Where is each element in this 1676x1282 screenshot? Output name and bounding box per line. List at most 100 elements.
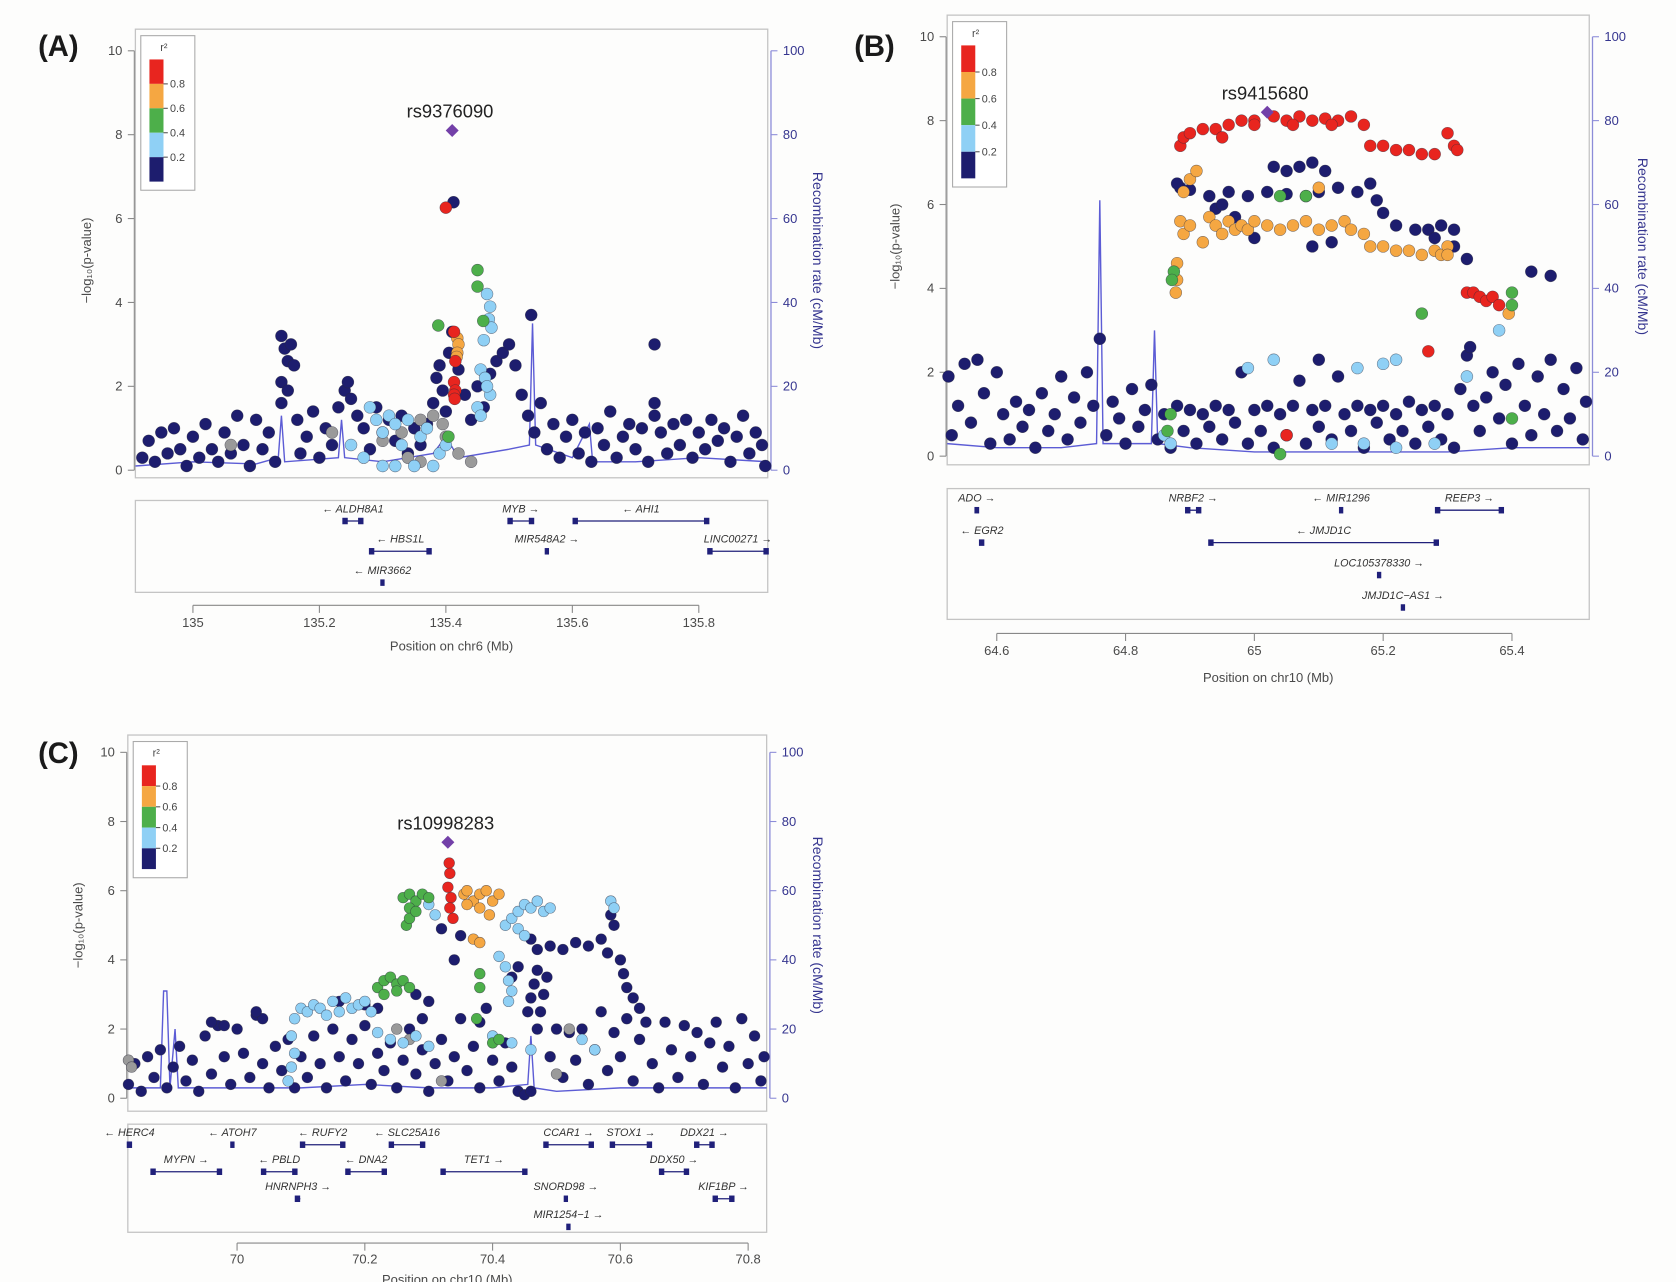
snp-point <box>1177 227 1190 241</box>
snp-point <box>1222 215 1235 228</box>
legend-break-label: 0.8 <box>982 67 997 79</box>
snp-point <box>531 964 543 976</box>
panel-label: (C) <box>38 738 79 770</box>
snp-point <box>640 1016 652 1028</box>
snp-point <box>1486 290 1499 304</box>
snp-point <box>148 455 162 468</box>
gene-exon <box>345 1168 351 1175</box>
legend-color-block <box>141 806 156 828</box>
panel-c: (C) 0 2 4 6 8 10 −log₁₀(p-value) 0 20 40 60 80 100 Rec… <box>38 734 826 1282</box>
snp-point <box>711 434 725 448</box>
series-r2-0.8-1.0 <box>1174 110 1506 442</box>
gene: STOX1 → <box>606 1127 655 1148</box>
y-right-tick-label: 60 <box>783 211 797 226</box>
snp-point <box>1389 353 1403 366</box>
snp-point <box>416 1013 429 1025</box>
snp-point <box>1557 382 1570 396</box>
snp-point <box>471 280 484 293</box>
snp-point <box>327 995 339 1008</box>
snp-point <box>1325 236 1338 249</box>
snp-point <box>1203 189 1216 203</box>
x-tick-label: 70.2 <box>352 1252 377 1267</box>
series-r2-0.6-0.8 <box>1169 164 1515 320</box>
snp-point <box>344 438 358 452</box>
snp-point <box>597 438 611 452</box>
snp-point <box>1190 164 1203 178</box>
snp-point <box>1428 231 1441 245</box>
snp-point <box>435 923 448 935</box>
snp-point <box>1441 248 1454 262</box>
r2-legend: r² 0.8 0.6 0.4 0.2 <box>132 740 188 879</box>
plot-frame <box>134 28 769 479</box>
snp-point <box>525 1044 537 1056</box>
snp-point <box>502 995 515 1008</box>
legend-color-block <box>961 125 976 152</box>
y-tick-label: 6 <box>115 211 122 226</box>
gene-exon <box>1185 506 1191 514</box>
gene: ← JMJD1C <box>1208 525 1439 546</box>
snp-point <box>1357 227 1371 241</box>
y-axis-right-title: Recombination rate (cM/Mb) <box>810 172 826 349</box>
snp-point <box>1215 131 1229 144</box>
gene: ← SLC25A16 <box>374 1127 440 1148</box>
snp-point <box>282 1075 294 1087</box>
x-tick-label: 135.2 <box>303 615 335 630</box>
snp-point <box>389 417 402 431</box>
snp-point <box>454 1013 467 1025</box>
snp-point <box>1170 177 1184 190</box>
gene: ← MIR1296 <box>1312 493 1370 514</box>
snp-point <box>333 1006 345 1018</box>
snp-point <box>352 1057 365 1070</box>
snp-point <box>1312 223 1326 236</box>
snp-point <box>736 1013 748 1025</box>
y-right-tick-label: 100 <box>1604 29 1626 44</box>
x-tick-label: 135.6 <box>556 615 588 630</box>
snp-point <box>942 370 955 383</box>
snp-point <box>1306 156 1319 169</box>
gene: DDX21 → <box>680 1127 729 1148</box>
gene-track-frame <box>134 499 769 594</box>
gene-label: ← MIR1296 <box>1312 493 1370 505</box>
snp-point <box>474 902 486 914</box>
snp-point <box>1248 215 1261 228</box>
snp-point <box>540 443 554 456</box>
snp-point <box>1441 126 1454 140</box>
snp-point <box>493 888 505 900</box>
r2-legend: r² 0.8 0.6 0.4 0.2 <box>952 21 1008 188</box>
snp-point <box>614 1051 627 1063</box>
legend-color-block <box>149 108 164 133</box>
gene-exon <box>1433 539 1439 546</box>
y-tick-label: 10 <box>100 745 114 760</box>
snp-point <box>1376 357 1390 371</box>
snp-point <box>391 985 403 997</box>
gene-exon <box>712 1195 718 1203</box>
snp-point <box>445 891 457 904</box>
snp-point <box>1570 361 1583 375</box>
snp-point <box>461 885 473 897</box>
snp-point <box>1318 399 1332 413</box>
snp-point <box>1364 403 1377 417</box>
snp-point <box>1499 378 1512 392</box>
snp-point <box>1441 408 1454 421</box>
snp-point <box>1415 307 1429 320</box>
snp-point <box>1364 240 1377 253</box>
legend-color-block <box>961 45 976 72</box>
x-tick-label: 135 <box>182 615 204 630</box>
snp-point <box>365 1078 377 1091</box>
gene-exon <box>658 1168 665 1175</box>
y-tick-label: 4 <box>927 281 934 296</box>
snp-point <box>161 1082 173 1094</box>
snp-point <box>269 1040 282 1053</box>
snp-point <box>591 422 604 435</box>
snp-point <box>496 346 510 360</box>
snp-point <box>1376 139 1390 153</box>
gene-exon <box>294 1195 301 1203</box>
gene-exon <box>528 517 535 525</box>
snp-point <box>243 459 257 473</box>
snp-point <box>1434 219 1448 232</box>
snp-point <box>486 1054 499 1066</box>
snp-point <box>531 895 543 907</box>
gene: HNRNPH3 → <box>265 1181 331 1203</box>
snp-point <box>256 1057 269 1070</box>
gene-exon <box>522 1168 528 1175</box>
